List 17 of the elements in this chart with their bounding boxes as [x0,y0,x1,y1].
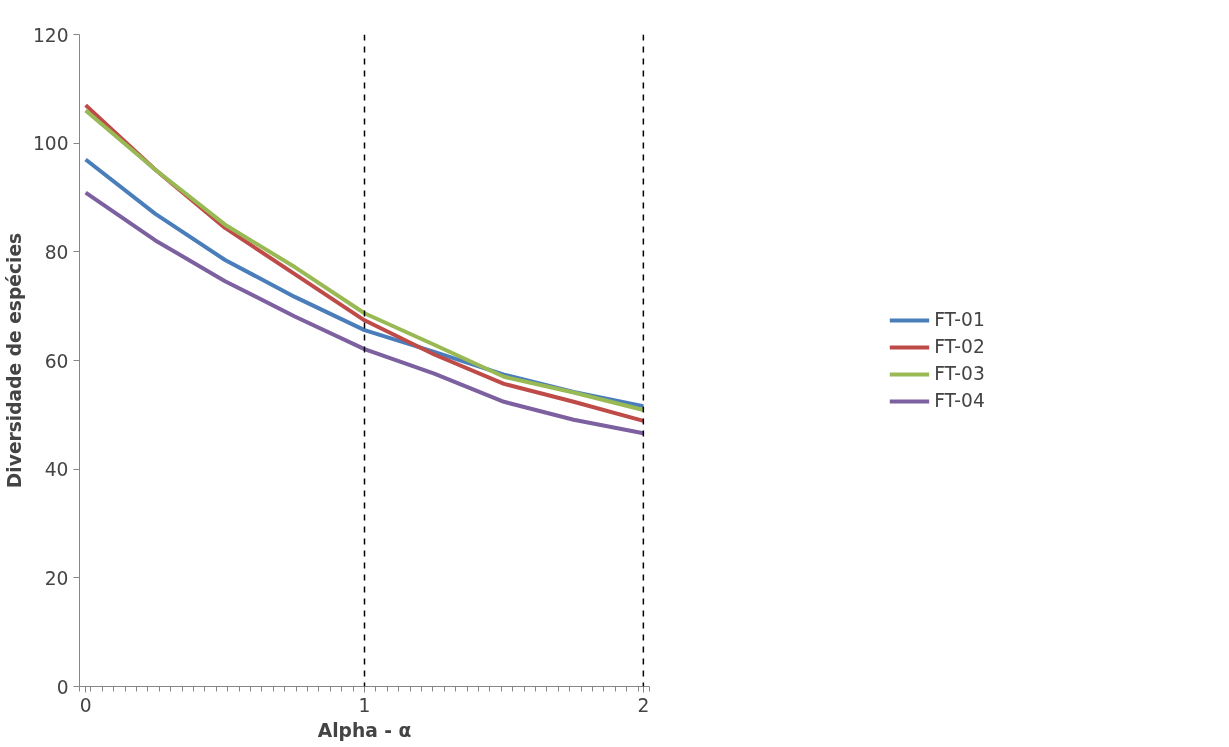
x-axis-title: Alpha - α [317,719,412,741]
y-tick-label: 60 [44,350,69,372]
legend-label: FT-01 [934,309,985,330]
y-tick-label: 80 [44,241,69,263]
y-tick-label: 120 [32,24,69,46]
y-tick-label: 0 [56,676,69,698]
y-axis-title: Diversidade de espécies [3,232,25,489]
y-tick-label: 20 [44,567,69,589]
legend-label: FT-02 [934,336,985,357]
y-tick-label: 100 [32,133,69,155]
y-tick-label: 40 [44,459,69,481]
x-tick-label: 1 [358,694,371,716]
legend-label: FT-03 [934,363,985,384]
x-tick-label: 2 [637,694,650,716]
x-tick-label: 0 [79,694,92,716]
line-series [83,190,646,436]
legend-label: FT-04 [934,390,985,411]
